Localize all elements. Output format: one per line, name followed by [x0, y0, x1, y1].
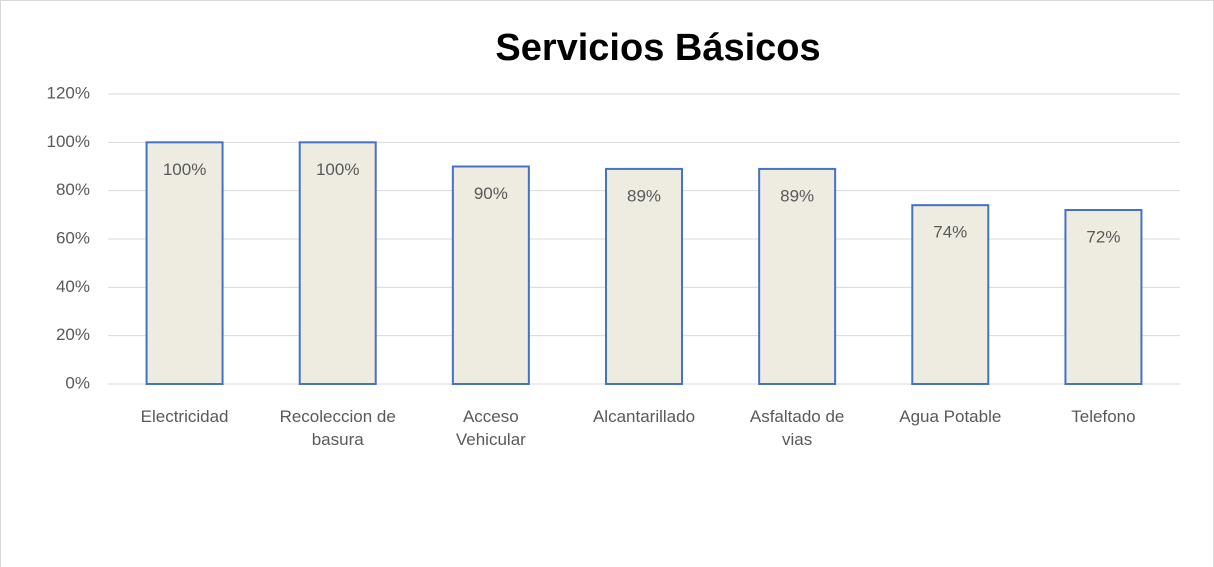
- y-tick-label: 100%: [47, 132, 90, 151]
- y-tick-label: 0%: [65, 373, 90, 392]
- y-tick-label: 20%: [56, 325, 90, 344]
- x-tick-label: Asfaltado de vias: [749, 407, 845, 449]
- x-tick-label: Acceso Vehicular: [455, 407, 526, 449]
- y-tick-label: 40%: [56, 277, 90, 296]
- x-tick-label: Telefono: [1071, 407, 1136, 426]
- bar: [298, 141, 377, 385]
- chart-title: Servicios Básicos: [495, 27, 820, 69]
- bar: [605, 167, 683, 385]
- bar: [758, 167, 837, 385]
- bar: [451, 165, 530, 385]
- bar: [911, 204, 990, 385]
- x-tick-label: Electricidad: [140, 407, 229, 426]
- data-label: 89%: [627, 186, 661, 205]
- data-label: 90%: [474, 184, 508, 203]
- data-label: 100%: [316, 160, 359, 179]
- y-tick-label: 120%: [47, 83, 90, 102]
- bar: [1064, 209, 1143, 385]
- data-label: 72%: [1086, 227, 1120, 246]
- y-tick-label: 60%: [56, 228, 90, 247]
- x-tick-label: Alcantarillado: [592, 407, 696, 426]
- y-tick-label: 80%: [56, 180, 90, 199]
- data-label: 100%: [163, 160, 206, 179]
- bar: [145, 141, 224, 385]
- x-tick-label: Agua Potable: [899, 407, 1002, 426]
- x-tick-label: Recoleccion de basura: [279, 407, 396, 449]
- data-label: 89%: [780, 186, 814, 205]
- data-label: 74%: [933, 223, 967, 242]
